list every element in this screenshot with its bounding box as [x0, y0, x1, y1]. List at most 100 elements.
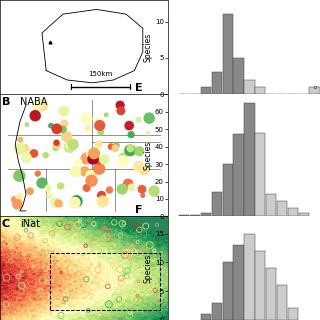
- Point: [67, 265, 72, 270]
- Point: [128, 257, 133, 262]
- Point: [159, 294, 164, 299]
- Point: [16, 274, 21, 279]
- Point: [18, 137, 23, 142]
- Point: [61, 221, 67, 226]
- Point: [136, 252, 141, 257]
- Point: [54, 140, 59, 145]
- Bar: [244, 234, 254, 320]
- Bar: [201, 213, 211, 216]
- Point: [50, 231, 55, 236]
- Point: [119, 158, 124, 164]
- Point: [100, 235, 106, 240]
- Point: [61, 108, 66, 114]
- Point: [107, 236, 112, 241]
- Point: [133, 253, 138, 258]
- Point: [104, 112, 109, 117]
- Point: [8, 266, 13, 271]
- Point: [84, 267, 90, 272]
- Point: [147, 116, 152, 121]
- Point: [8, 238, 13, 243]
- Point: [147, 242, 152, 247]
- Point: [62, 222, 68, 227]
- Point: [102, 247, 107, 252]
- Point: [78, 246, 84, 251]
- Point: [128, 148, 133, 153]
- Bar: [201, 314, 211, 320]
- Point: [112, 265, 117, 270]
- Bar: [234, 134, 244, 216]
- Point: [144, 287, 149, 292]
- Point: [131, 249, 136, 254]
- Point: [81, 222, 86, 227]
- Point: [105, 284, 110, 289]
- Point: [17, 146, 22, 151]
- Point: [98, 130, 103, 135]
- Point: [97, 166, 102, 171]
- Point: [24, 150, 29, 155]
- Point: [64, 134, 69, 139]
- Point: [117, 103, 123, 108]
- Point: [31, 151, 36, 156]
- Point: [137, 149, 142, 154]
- Point: [24, 155, 29, 160]
- Point: [127, 123, 132, 128]
- Point: [143, 277, 148, 282]
- Point: [125, 268, 131, 273]
- Point: [8, 258, 13, 263]
- Point: [101, 157, 107, 162]
- Y-axis label: Species: Species: [143, 32, 152, 62]
- Point: [128, 146, 133, 151]
- Point: [99, 252, 104, 257]
- Point: [136, 279, 141, 284]
- Point: [28, 217, 34, 222]
- Point: [83, 243, 88, 248]
- Point: [69, 268, 75, 273]
- Point: [15, 235, 20, 240]
- Point: [121, 221, 126, 226]
- Point: [28, 188, 33, 194]
- Point: [156, 298, 161, 303]
- Point: [138, 284, 143, 289]
- Point: [77, 219, 83, 224]
- Point: [152, 285, 157, 290]
- Point: [28, 285, 34, 291]
- Point: [75, 228, 80, 233]
- Bar: [223, 14, 233, 94]
- Point: [141, 168, 147, 173]
- Point: [13, 219, 18, 224]
- Point: [136, 164, 141, 169]
- Point: [92, 151, 97, 156]
- Point: [91, 239, 96, 244]
- Point: [43, 311, 48, 316]
- Point: [53, 145, 58, 150]
- Bar: [234, 245, 244, 320]
- Point: [70, 142, 76, 147]
- Point: [28, 233, 33, 238]
- Point: [89, 178, 94, 183]
- X-axis label: Change (Binomial year coef.): Change (Binomial year coef.): [188, 106, 300, 115]
- Bar: [277, 285, 287, 320]
- Point: [130, 245, 135, 250]
- Point: [102, 269, 107, 274]
- Point: [126, 254, 131, 259]
- Point: [120, 187, 125, 192]
- Point: [124, 274, 129, 279]
- Bar: [244, 80, 254, 94]
- Bar: [51, 253, 160, 310]
- Point: [57, 202, 62, 207]
- Point: [75, 271, 80, 276]
- Point: [91, 221, 96, 226]
- Point: [69, 294, 74, 299]
- Point: [17, 195, 22, 200]
- Point: [95, 277, 100, 283]
- Point: [96, 308, 101, 313]
- Y-axis label: Species: Species: [143, 254, 152, 283]
- Text: 150km: 150km: [89, 71, 113, 77]
- Point: [45, 279, 50, 284]
- Point: [133, 164, 138, 170]
- Point: [152, 288, 157, 293]
- Point: [84, 156, 89, 161]
- Bar: [212, 192, 222, 216]
- Point: [107, 229, 112, 235]
- Point: [4, 275, 9, 280]
